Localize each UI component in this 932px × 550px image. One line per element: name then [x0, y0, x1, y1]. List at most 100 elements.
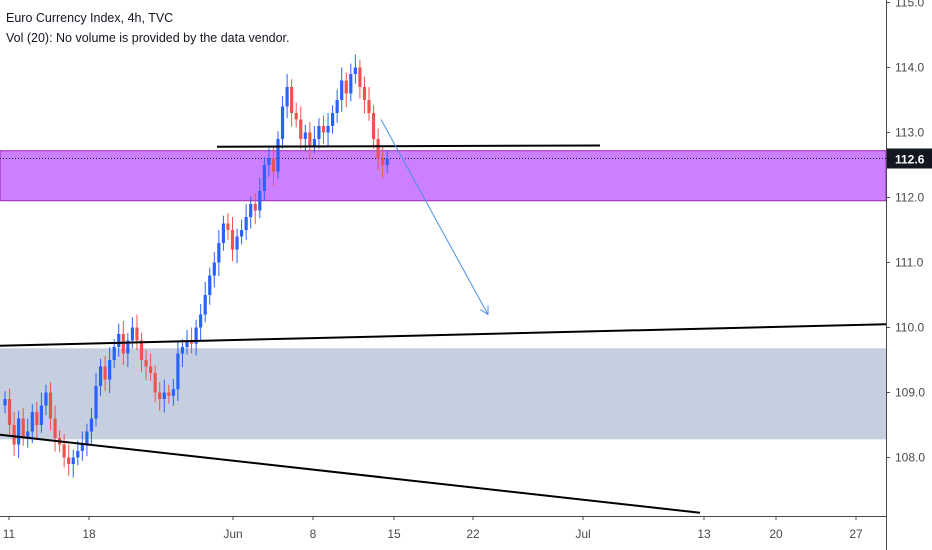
- candle: [139, 332, 144, 372]
- chart-legend: Euro Currency Index, 4h, TVC Vol (20): N…: [6, 8, 290, 48]
- candle: [17, 410, 21, 459]
- candle-body: [326, 126, 330, 133]
- projection-arrow-line: [380, 119, 489, 315]
- candle: [331, 105, 335, 134]
- candle: [208, 267, 212, 305]
- time-tick-label: 20: [769, 527, 783, 541]
- candle-body: [199, 314, 203, 328]
- candle-body: [385, 158, 389, 165]
- candle-body: [371, 113, 376, 139]
- candle-body: [235, 236, 239, 250]
- candle-body: [171, 389, 175, 396]
- lower-trend-line: [0, 433, 701, 514]
- candle-body: [335, 100, 339, 113]
- current-price-tag: [887, 148, 932, 169]
- candle: [367, 87, 371, 121]
- candle-body: [358, 67, 362, 87]
- candle-body: [294, 113, 298, 120]
- candle-body: [308, 132, 312, 146]
- price-axis[interactable]: 108.0 109.0 110.0 111.0 112.0 113.0 114.0 115.0…: [886, 0, 932, 550]
- candle: [253, 193, 257, 225]
- candle-body: [344, 80, 348, 94]
- candle: [353, 54, 357, 84]
- candle: [371, 105, 376, 149]
- time-tick-label: 11: [3, 527, 16, 541]
- candle-body: [135, 327, 139, 341]
- candle: [94, 373, 98, 427]
- candle-body: [317, 126, 321, 139]
- candle: [171, 378, 175, 406]
- candle-body: [139, 340, 144, 360]
- candle: [162, 379, 166, 413]
- candle-body: [321, 126, 326, 133]
- time-tick-label: 13: [697, 527, 711, 541]
- candle: [340, 67, 344, 112]
- candle: [185, 330, 189, 355]
- time-tick-label: Jul: [575, 527, 590, 541]
- candle-body: [35, 412, 39, 425]
- candle: [321, 115, 326, 145]
- candle-body: [98, 366, 103, 386]
- candle-body: [240, 230, 244, 237]
- candle-body: [21, 418, 25, 438]
- projection-arrow-head: [480, 305, 489, 316]
- candle-body: [26, 431, 30, 438]
- candle-body: [30, 412, 34, 432]
- candle-body: [85, 431, 89, 445]
- candle-body: [7, 399, 12, 425]
- price-tick-label: 110.0: [895, 321, 924, 335]
- candle-body: [285, 87, 289, 107]
- candle-body: [185, 340, 189, 347]
- time-axis-bg: [0, 516, 886, 550]
- candle-body: [258, 191, 262, 211]
- candle: [21, 408, 25, 446]
- candle-body: [67, 457, 71, 464]
- candle: [290, 79, 294, 127]
- candle: [39, 392, 43, 433]
- candle: [167, 384, 171, 404]
- price-axis-bg: [886, 0, 932, 550]
- candle-body: [167, 392, 171, 396]
- candle: [30, 404, 34, 444]
- candle: [217, 230, 221, 277]
- candle: [317, 118, 321, 149]
- candle: [112, 339, 116, 368]
- candle-body: [312, 139, 316, 146]
- candle: [280, 96, 285, 149]
- time-axis[interactable]: 11 18 Jun 8 15 22 Jul 13 20 27: [0, 516, 886, 550]
- candle: [226, 213, 230, 240]
- candle: [3, 391, 7, 414]
- candle-body: [176, 353, 180, 390]
- candle: [262, 157, 266, 201]
- candle: [35, 401, 39, 439]
- candles-layer: [3, 54, 389, 478]
- candle-body: [130, 327, 134, 341]
- candle: [71, 449, 75, 478]
- candle: [276, 131, 280, 180]
- price-tick-label: 113.0: [895, 126, 924, 140]
- candle-body: [117, 334, 121, 347]
- candle: [126, 332, 130, 368]
- candle-body: [80, 444, 84, 451]
- candle: [249, 196, 253, 229]
- support-trend-line: [0, 323, 887, 347]
- candle-body: [3, 399, 7, 406]
- candle: [80, 431, 84, 461]
- candle: [385, 150, 389, 173]
- candle-body: [253, 204, 257, 211]
- horizontal-line: [216, 144, 601, 148]
- candle-body: [89, 418, 94, 432]
- candle-body: [12, 425, 16, 445]
- candle-body: [53, 418, 57, 438]
- time-tick-label: 18: [82, 527, 96, 541]
- candle: [48, 382, 53, 431]
- candle: [62, 434, 66, 468]
- candle: [212, 252, 216, 288]
- candle-body: [112, 347, 116, 360]
- candle: [244, 204, 248, 240]
- candle: [158, 382, 162, 411]
- candle-body: [48, 392, 53, 419]
- time-tick-label: 22: [466, 527, 480, 541]
- candle: [98, 358, 103, 396]
